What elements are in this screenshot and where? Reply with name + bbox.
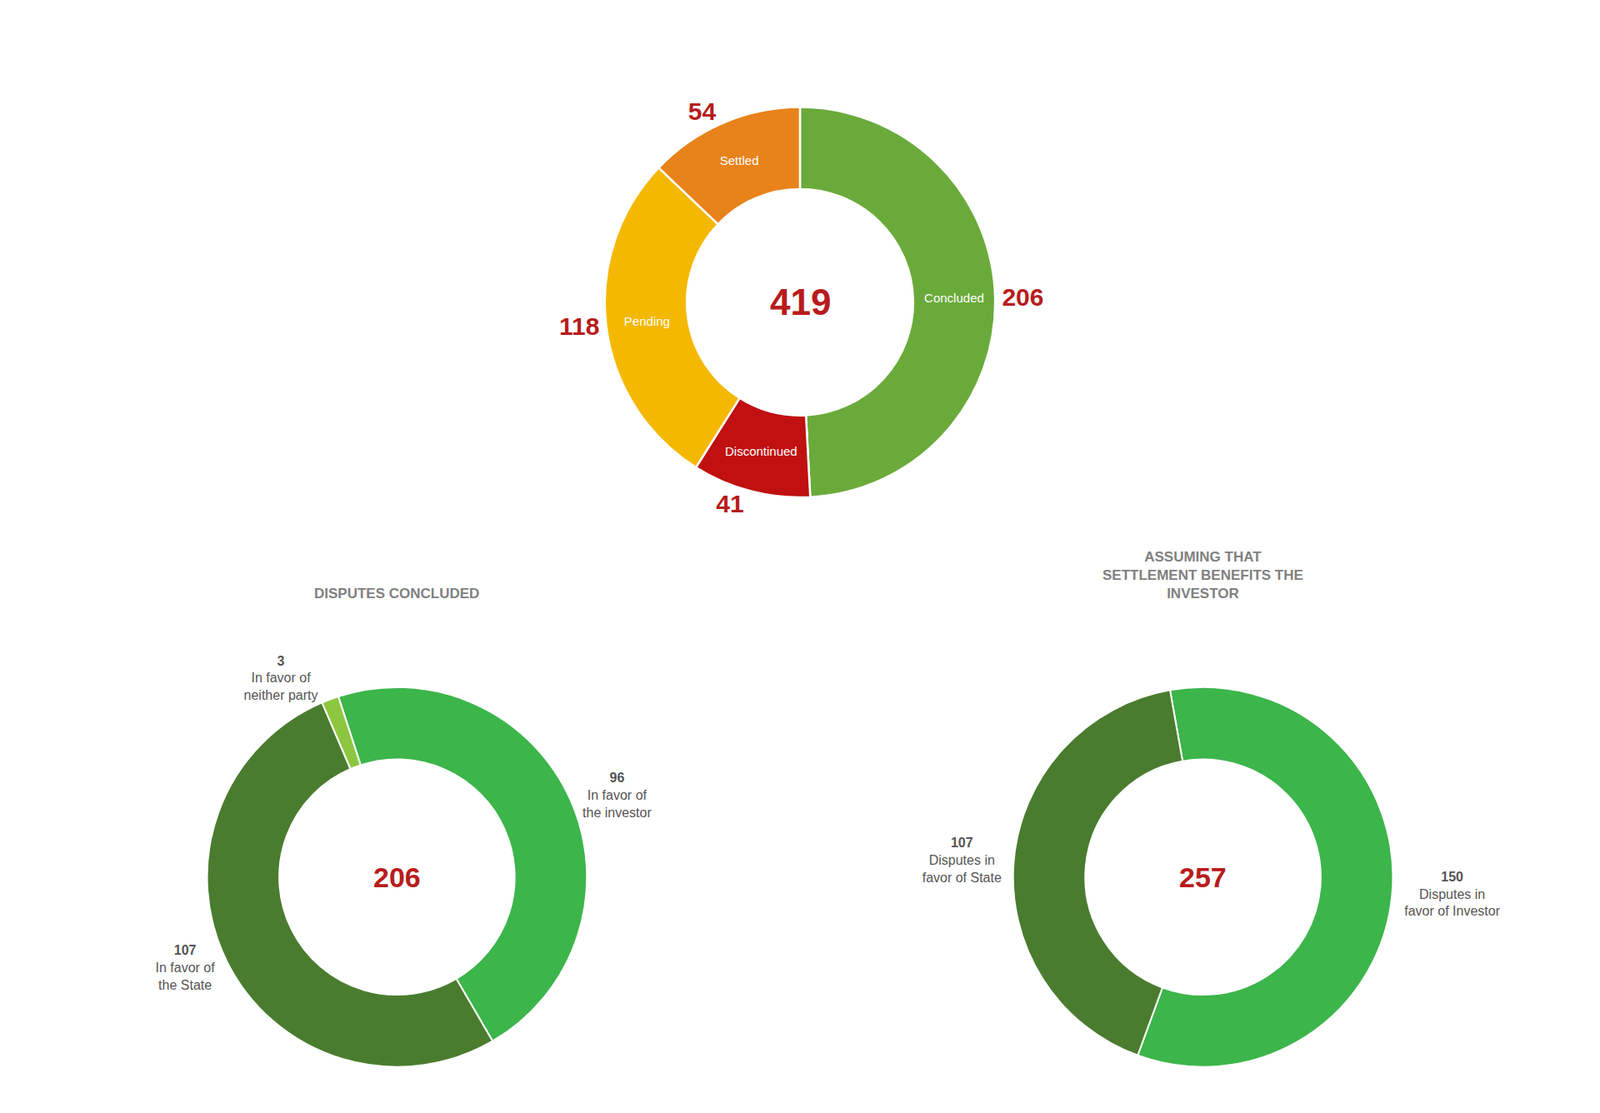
svg-text:3In favor ofneither party: 3In favor ofneither party (244, 654, 319, 704)
svg-text:150Disputes infavor of Investo: 150Disputes infavor of Investor (1404, 870, 1500, 920)
svg-text:ASSUMING THATSETTLEMENT BENEFI: ASSUMING THATSETTLEMENT BENEFITS THEINVE… (1102, 549, 1304, 602)
svg-text:Discontinued: Discontinued (725, 444, 798, 459)
svg-text:96In favor ofthe investor: 96In favor ofthe investor (582, 770, 652, 820)
svg-text:Pending: Pending (624, 314, 670, 329)
svg-text:257: 257 (1179, 861, 1227, 894)
svg-text:DISPUTES CONCLUDED: DISPUTES CONCLUDED (314, 585, 480, 602)
svg-text:206: 206 (1001, 283, 1044, 311)
svg-text:107Disputes infavor of State: 107Disputes infavor of State (922, 835, 1002, 885)
svg-text:206: 206 (373, 861, 421, 894)
svg-text:Concluded: Concluded (924, 290, 985, 305)
svg-text:Settled: Settled (720, 153, 760, 168)
svg-text:107In favor ofthe State: 107In favor ofthe State (155, 943, 216, 993)
svg-text:41: 41 (715, 490, 744, 518)
svg-text:54: 54 (688, 97, 717, 125)
svg-text:419: 419 (770, 281, 831, 323)
svg-text:118: 118 (559, 312, 600, 340)
